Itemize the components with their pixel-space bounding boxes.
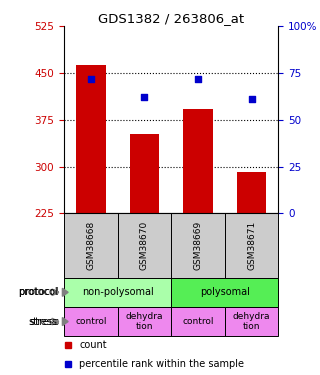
- Bar: [171, 307, 225, 336]
- Point: [142, 94, 147, 100]
- Text: protocol: protocol: [19, 287, 62, 297]
- Text: stress: stress: [30, 316, 62, 327]
- Text: control: control: [75, 317, 107, 326]
- Text: polysomal: polysomal: [200, 287, 250, 297]
- Text: control: control: [182, 317, 214, 326]
- Text: count: count: [79, 340, 107, 350]
- Text: dehydra
tion: dehydra tion: [233, 312, 270, 331]
- Bar: [130, 134, 159, 213]
- Bar: [64, 213, 118, 278]
- Point: [249, 96, 254, 102]
- Bar: [171, 213, 225, 278]
- Text: non-polysomal: non-polysomal: [82, 287, 154, 297]
- Text: GSM38671: GSM38671: [247, 221, 256, 270]
- Point: [196, 76, 201, 82]
- Text: GSM38669: GSM38669: [194, 221, 203, 270]
- Text: dehydra
tion: dehydra tion: [126, 312, 163, 331]
- Bar: [64, 278, 171, 307]
- Polygon shape: [62, 318, 68, 326]
- Text: percentile rank within the sample: percentile rank within the sample: [79, 359, 244, 369]
- Polygon shape: [62, 288, 68, 296]
- Text: protocol: protocol: [18, 287, 58, 297]
- Point: [88, 76, 93, 82]
- Title: GDS1382 / 263806_at: GDS1382 / 263806_at: [98, 12, 244, 25]
- Bar: [225, 307, 278, 336]
- Bar: [183, 109, 213, 213]
- Bar: [76, 65, 106, 213]
- Bar: [237, 172, 266, 213]
- Text: GSM38670: GSM38670: [140, 221, 149, 270]
- Text: GSM38668: GSM38668: [86, 221, 95, 270]
- Bar: [64, 307, 118, 336]
- Bar: [118, 307, 171, 336]
- Bar: [118, 213, 171, 278]
- Text: stress: stress: [28, 316, 58, 327]
- Bar: [225, 213, 278, 278]
- Bar: [171, 278, 278, 307]
